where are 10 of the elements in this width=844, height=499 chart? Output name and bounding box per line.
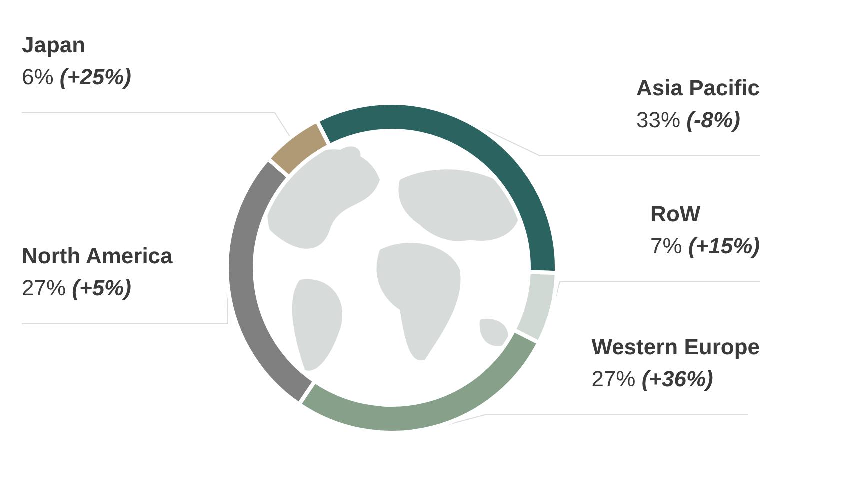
slice-label: Asia Pacific <box>636 76 760 100</box>
slice-label: RoW <box>650 202 701 226</box>
slice-label: Western Europe <box>592 334 760 360</box>
data-label: 27% (+5%) <box>22 276 132 300</box>
data-label: 6% (+25%) <box>22 64 132 90</box>
slice-label: Japan <box>22 32 86 58</box>
data-label: 27% (+36%) <box>592 366 714 392</box>
data-label: 7% (+15%) <box>650 234 760 258</box>
data-label: 33% (-8%) <box>636 108 740 132</box>
slice-label: North America <box>22 244 174 268</box>
